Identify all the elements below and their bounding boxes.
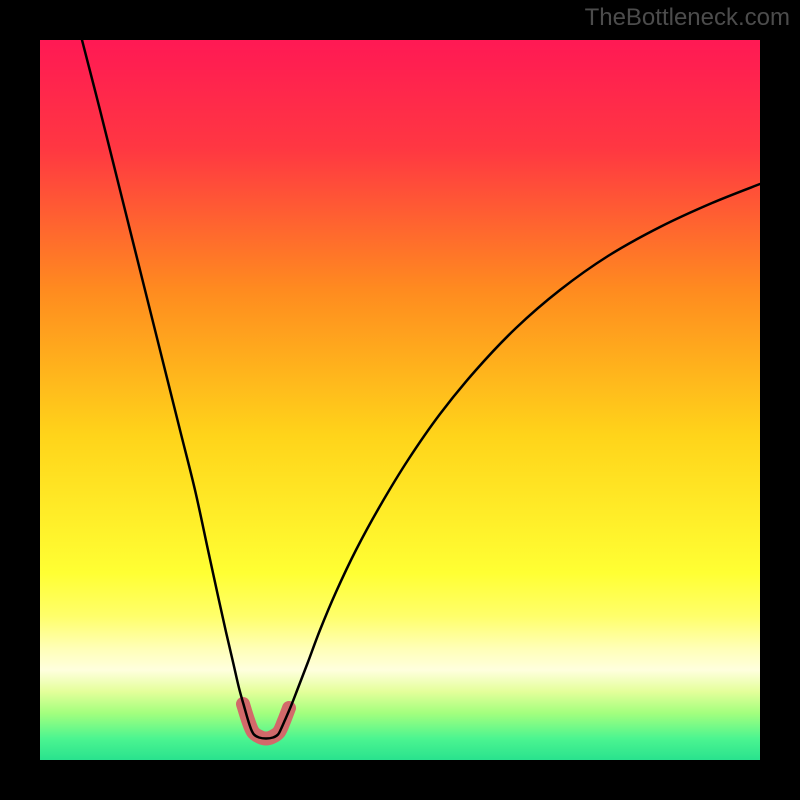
chart-root: TheBottleneck.com bbox=[0, 0, 800, 800]
gradient-panel bbox=[40, 40, 760, 760]
chart-svg bbox=[0, 0, 800, 800]
